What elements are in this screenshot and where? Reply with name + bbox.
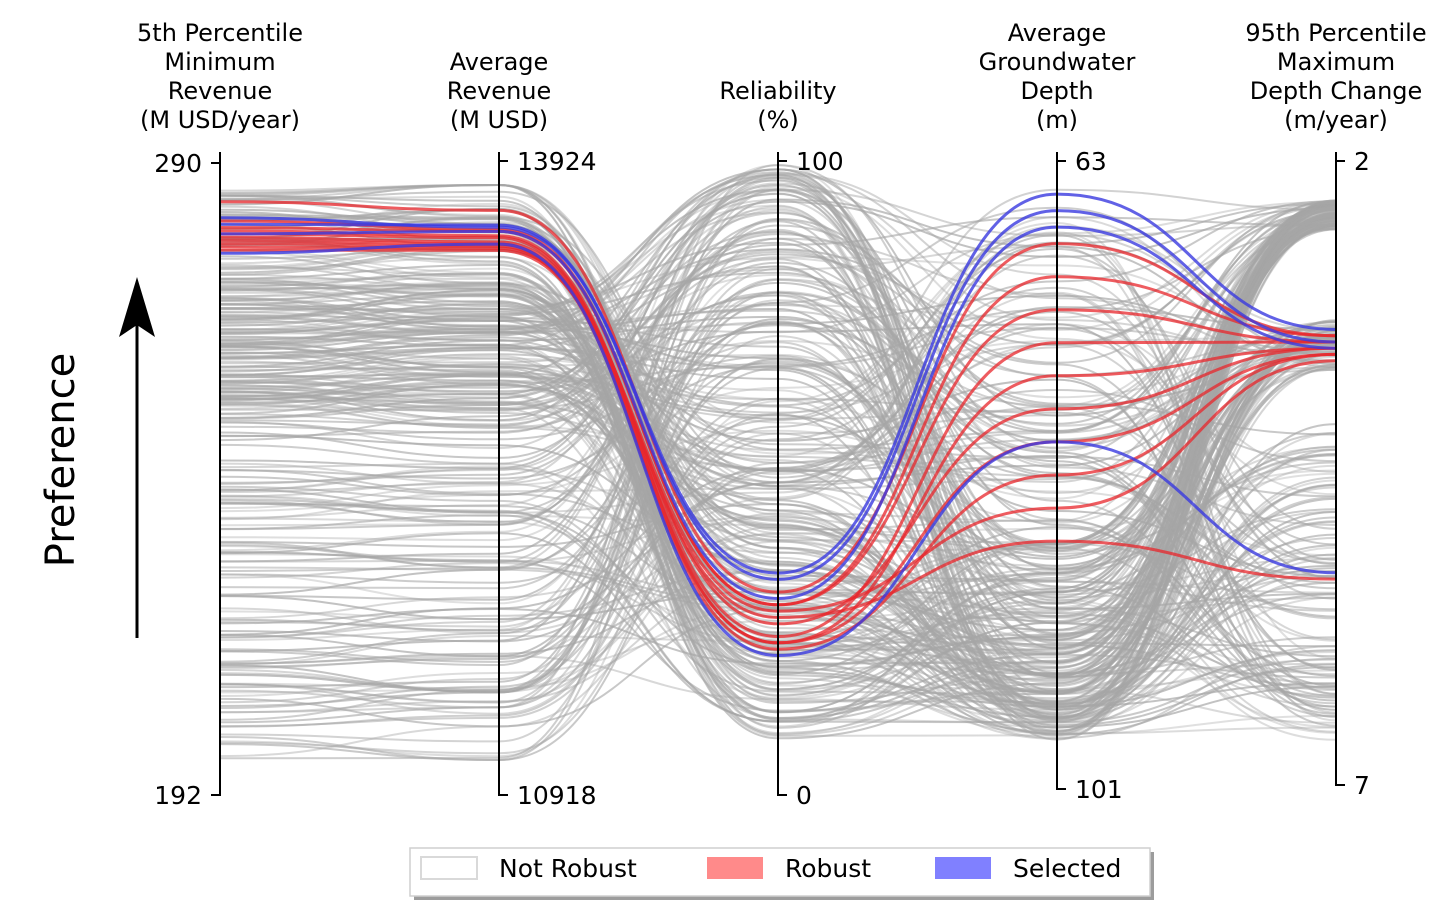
axis-title-line: (m) — [1036, 106, 1078, 134]
tick-label-top: 290 — [154, 149, 202, 178]
tick-label-top: 63 — [1075, 147, 1107, 176]
axis-title-line: Average — [1008, 19, 1107, 47]
tick-label-top: 100 — [796, 147, 844, 176]
axis-title-line: Maximum — [1277, 48, 1395, 76]
axis-title-line: Groundwater — [979, 48, 1136, 76]
axis-title-line: Revenue — [168, 77, 273, 105]
axis-title-line: (m/year) — [1284, 106, 1388, 134]
legend: Not Robust Robust Selected — [410, 848, 1154, 900]
legend-label-not-robust: Not Robust — [499, 854, 637, 883]
tick-label-bottom: 0 — [796, 781, 812, 810]
axis-title-line: Depth — [1020, 77, 1093, 105]
preference-label: Preference — [38, 353, 84, 567]
legend-swatch-not-robust — [421, 857, 477, 879]
axis-title-line: Revenue — [447, 77, 552, 105]
legend-item-robust: Robust — [707, 854, 871, 883]
axis-title-line: 5th Percentile — [137, 19, 303, 47]
tick-label-bottom: 101 — [1075, 775, 1123, 804]
tick-label-top: 2 — [1354, 147, 1370, 176]
legend-label-selected: Selected — [1013, 854, 1121, 883]
axis-title-line: 95th Percentile — [1245, 19, 1426, 47]
legend-item-selected: Selected — [935, 854, 1121, 883]
axis-title-line: Minimum — [164, 48, 275, 76]
axis-title-line: (M USD) — [450, 106, 548, 134]
tick-label-top: 13924 — [517, 147, 597, 176]
axis-title-line: (%) — [757, 106, 799, 134]
legend-swatch-robust — [707, 857, 763, 879]
preference-indicator: Preference — [38, 277, 155, 638]
legend-swatch-selected — [935, 857, 991, 879]
tick-label-bottom: 192 — [154, 781, 202, 810]
tick-label-bottom: 7 — [1354, 771, 1370, 800]
axis-title-line: (M USD/year) — [140, 106, 300, 134]
tick-label-bottom: 10918 — [517, 781, 597, 810]
axis-title-line: Depth Change — [1250, 77, 1423, 105]
legend-item-not-robust: Not Robust — [421, 854, 637, 883]
legend-label-robust: Robust — [785, 854, 871, 883]
axis-title-line: Average — [450, 48, 549, 76]
axis-title-line: Reliability — [719, 77, 836, 105]
